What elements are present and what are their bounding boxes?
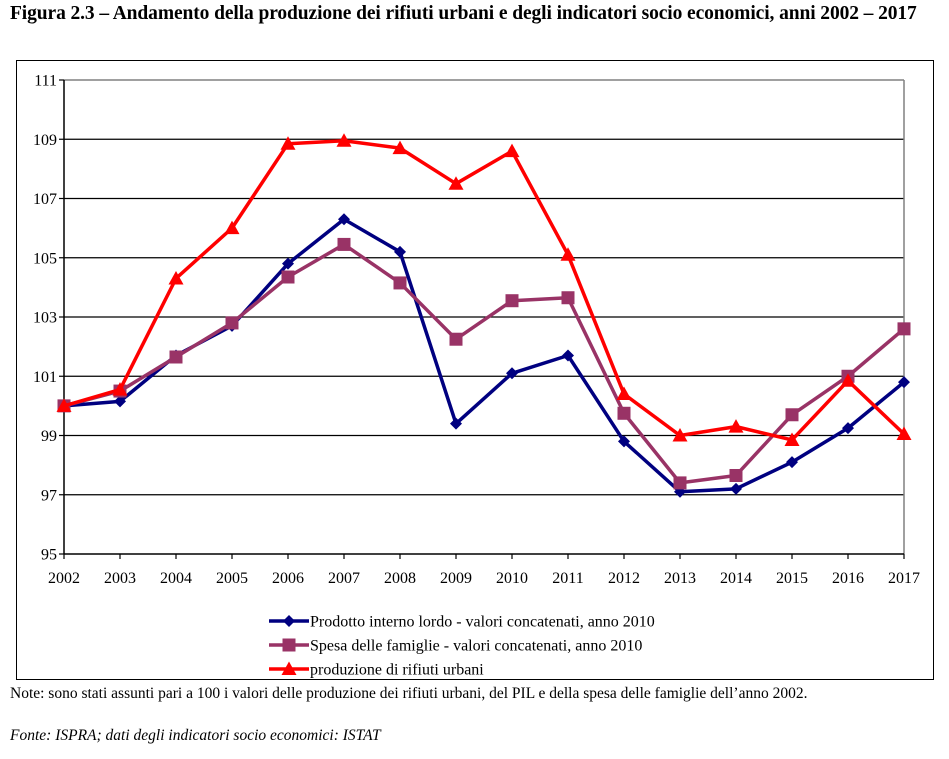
data-point-rifiuti-urbani	[280, 136, 296, 150]
data-point-rifiuti-urbani	[56, 398, 72, 412]
data-point-pil	[338, 213, 350, 226]
legend-label: Prodotto interno lordo - valori concaten…	[310, 614, 655, 631]
data-point-pil	[506, 367, 518, 380]
gridlines	[64, 138, 904, 496]
series-rifiuti-urbani	[56, 133, 912, 446]
series-line-rifiuti-urbani	[63, 138, 906, 442]
data-point-spesa-famiglie	[505, 294, 519, 308]
data-point-spesa-famiglie	[281, 270, 295, 284]
figure-title: Figura 2.3 – Andamento della produzione …	[10, 3, 917, 24]
figure-source: Fonte: ISPRA; dati degli indicatori soci…	[10, 727, 381, 744]
data-point-pil	[114, 395, 126, 408]
x-tick-label: 2009	[440, 570, 472, 587]
x-tick-label: 2007	[328, 570, 360, 587]
y-tick-label: 101	[33, 369, 57, 386]
data-point-spesa-famiglie	[225, 316, 239, 330]
data-point-spesa-famiglie	[393, 276, 407, 290]
y-tick-label: 95	[41, 547, 57, 564]
data-point-spesa-famiglie	[897, 322, 911, 336]
x-axis-ticks: 2002 2003 2004 2005 2006 2007 2008 2009 2010 2011…	[48, 554, 920, 587]
chart-frame	[16, 60, 934, 680]
data-point-rifiuti-urbani	[616, 386, 632, 401]
y-tick-label: 109	[33, 132, 57, 149]
data-point-rifiuti-urbani	[112, 382, 128, 396]
x-tick-label: 2002	[48, 570, 80, 587]
y-tick-label: 111	[34, 73, 57, 90]
y-tick-label: 97	[41, 487, 57, 504]
x-tick-label: 2004	[160, 570, 192, 587]
x-tick-label: 2012	[608, 570, 640, 587]
figure-note: Note: sono stati assunti pari a 100 i va…	[10, 685, 808, 702]
series-spesa-famiglie	[57, 237, 911, 490]
data-point-rifiuti-urbani	[504, 143, 520, 158]
x-tick-label: 2003	[104, 570, 136, 587]
data-point-spesa-famiglie	[673, 476, 687, 490]
data-point-spesa-famiglie	[729, 468, 743, 482]
data-point-pil	[282, 257, 294, 270]
data-point-rifiuti-urbani	[896, 426, 912, 441]
x-tick-label: 2011	[552, 570, 583, 587]
data-point-pil	[394, 245, 406, 258]
x-tick-label: 2008	[384, 570, 416, 587]
data-point-rifiuti-urbani	[560, 247, 576, 261]
data-point-spesa-famiglie	[561, 291, 575, 305]
series-pil	[58, 213, 910, 498]
data-point-pil	[450, 417, 462, 430]
data-point-pil	[618, 435, 630, 448]
legend-label: Spesa delle famiglie - valori concatenat…	[310, 638, 642, 655]
data-point-rifiuti-urbani	[840, 373, 856, 387]
data-point-rifiuti-urbani	[672, 428, 688, 442]
data-point-pil	[842, 422, 854, 435]
x-tick-label: 2013	[664, 570, 696, 587]
y-tick-label: 99	[41, 428, 57, 445]
legend-label: produzione di rifiuti urbani	[310, 662, 484, 679]
data-point-spesa-famiglie	[785, 408, 799, 422]
series-line-pil	[63, 217, 906, 494]
legend-marker-triangle-icon	[281, 661, 297, 675]
legend-marker-diamond-icon	[283, 615, 295, 627]
data-point-pil	[898, 376, 910, 389]
legend: Prodotto interno lordo - valori concaten…	[269, 614, 655, 679]
data-point-rifiuti-urbani	[392, 140, 408, 155]
data-point-pil	[730, 482, 742, 495]
legend-item-spesa-famiglie: Spesa delle famiglie - valori concatenat…	[269, 638, 642, 655]
data-point-spesa-famiglie	[449, 332, 463, 346]
data-point-pil	[562, 349, 574, 362]
x-tick-label: 2006	[272, 570, 304, 587]
x-tick-label: 2015	[776, 570, 808, 587]
x-tick-label: 2017	[888, 570, 920, 587]
legend-item-pil: Prodotto interno lordo - valori concaten…	[269, 614, 655, 631]
data-point-rifiuti-urbani	[168, 270, 184, 285]
data-point-rifiuti-urbani	[448, 176, 464, 190]
y-tick-label: 107	[33, 191, 57, 208]
x-tick-label: 2010	[496, 570, 528, 587]
data-point-spesa-famiglie	[337, 237, 351, 251]
data-point-rifiuti-urbani	[336, 133, 352, 147]
legend-marker-square-icon	[282, 638, 296, 652]
data-point-rifiuti-urbani	[224, 220, 240, 235]
data-point-spesa-famiglie	[169, 350, 183, 364]
x-tick-label: 2005	[216, 570, 248, 587]
legend-item-rifiuti-urbani: produzione di rifiuti urbani	[269, 661, 484, 679]
data-point-rifiuti-urbani	[728, 419, 744, 433]
y-tick-label: 103	[33, 310, 57, 327]
y-axis-ticks: 95 97 99 101 103 105 107 109 111	[33, 73, 64, 564]
series-layer	[56, 133, 912, 498]
y-tick-label: 105	[33, 250, 57, 267]
data-point-pil	[786, 456, 798, 469]
x-tick-label: 2014	[720, 570, 752, 587]
series-line-spesa-famiglie	[63, 242, 906, 485]
data-point-rifiuti-urbani	[784, 432, 800, 446]
x-tick-label: 2016	[832, 570, 864, 587]
data-point-spesa-famiglie	[617, 406, 631, 420]
